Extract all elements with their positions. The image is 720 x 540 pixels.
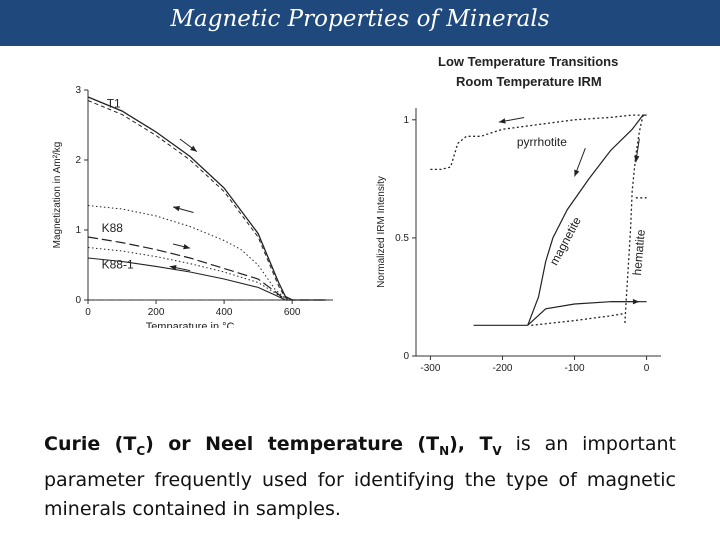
y-axis-label: Magnetization in Am²/kg (52, 142, 63, 249)
x-tick-label: -300 (420, 363, 440, 374)
chart-irm-intensity: Low Temperature Transitions Room Temperat… (376, 54, 661, 374)
y-tick-label: 1 (75, 225, 81, 236)
x-tick-label: -100 (565, 363, 585, 374)
series-line (87, 257, 327, 301)
x-tick-label: 400 (216, 307, 233, 318)
chart-magnetization: 0 200 400 600 0 1 2 3 T1 K88 K88-1 Magnetization in… (52, 85, 333, 328)
series-label: hematite (630, 229, 648, 276)
caption-neel: ) or Neel temperature (T (145, 433, 440, 455)
y-tick-label: 0 (403, 351, 409, 362)
arrow-head (498, 118, 506, 124)
y-tick-label: 1 (403, 115, 409, 126)
x-tick-label: -200 (492, 363, 512, 374)
series-label: K88 (102, 221, 124, 235)
series-line (87, 100, 327, 301)
series-label: K88-1 (102, 258, 134, 272)
arrow-head (632, 298, 640, 305)
arrow-head (169, 265, 177, 271)
series-line (531, 312, 626, 326)
arrow-head (190, 145, 197, 152)
arrow-head (574, 169, 580, 177)
chart-title-line-1: Low Temperature Transitions (438, 54, 618, 69)
series-label: pyrrhotite (517, 135, 567, 149)
series-line (87, 247, 327, 301)
series-label: T1 (107, 97, 121, 111)
arrow-head (173, 205, 181, 212)
arrow-head (183, 244, 191, 250)
x-tick-label: 600 (284, 307, 301, 318)
series-line (527, 301, 647, 326)
caption-sub-v: V (492, 443, 502, 458)
slide-title: Magnetic Properties of Minerals (170, 6, 550, 32)
caption-tv: ), T (449, 433, 493, 455)
y-axis-label: Normalized IRM Intensity (376, 176, 387, 288)
caption-text: Curie (TC) or Neel temperature (TN), TV … (44, 430, 676, 524)
series-line (624, 114, 644, 326)
caption-sub-n: N (439, 443, 450, 458)
x-tick-label: 200 (148, 307, 165, 318)
y-tick-label: 0.5 (395, 233, 409, 244)
y-tick-label: 2 (75, 155, 81, 166)
y-tick-label: 3 (75, 85, 81, 96)
x-tick-label: 0 (85, 307, 91, 318)
caption-curie: Curie (T (44, 433, 137, 455)
arrow-head (634, 155, 640, 163)
series-line (87, 205, 327, 301)
series-line (430, 114, 647, 171)
x-tick-label: 0 (644, 363, 650, 374)
caption-rest: is an important parameter frequently use… (44, 433, 676, 520)
series-line (87, 236, 327, 301)
caption-sub-c: C (136, 443, 146, 458)
y-tick-label: 0 (75, 295, 81, 306)
series-line (527, 114, 647, 326)
chart-title-line-2: Room Temperature IRM (456, 74, 602, 89)
slide-header: Magnetic Properties of Minerals (0, 0, 720, 46)
x-axis-label: Temparature in °C (146, 321, 235, 328)
series-line (87, 96, 327, 301)
